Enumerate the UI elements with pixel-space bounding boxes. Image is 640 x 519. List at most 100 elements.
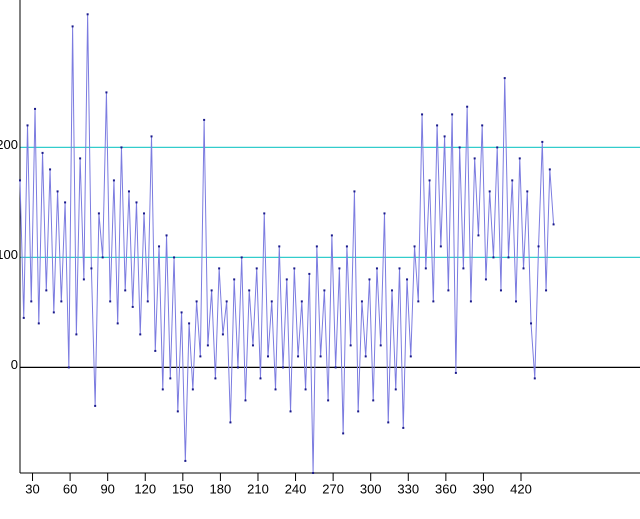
- data-point: [334, 366, 337, 369]
- data-point: [143, 212, 145, 215]
- data-point: [45, 289, 48, 292]
- data-point: [154, 349, 157, 352]
- data-point: [56, 190, 59, 193]
- data-point: [537, 245, 540, 248]
- data-point: [30, 300, 33, 303]
- data-point: [131, 305, 134, 308]
- data-point: [285, 278, 288, 281]
- data-point: [402, 426, 405, 429]
- x-tick-label: 420: [510, 481, 532, 496]
- data-point: [488, 190, 491, 193]
- data-point: [199, 355, 202, 358]
- data-point: [169, 377, 172, 380]
- data-point: [372, 399, 375, 402]
- data-point: [360, 300, 363, 303]
- data-point: [139, 333, 142, 336]
- data-point: [221, 333, 224, 336]
- data-point: [421, 113, 424, 116]
- x-tick-label: 90: [100, 481, 114, 496]
- data-point: [330, 234, 333, 237]
- data-point: [244, 399, 247, 402]
- data-point: [368, 278, 371, 281]
- data-point: [79, 157, 82, 160]
- data-point: [52, 311, 55, 314]
- data-point: [165, 234, 168, 237]
- data-point: [511, 179, 514, 182]
- data-point: [323, 289, 326, 292]
- data-point: [413, 245, 416, 248]
- data-point: [270, 300, 273, 303]
- data-point: [304, 388, 307, 391]
- data-point: [462, 267, 465, 270]
- data-point: [86, 13, 89, 16]
- data-point: [233, 278, 236, 281]
- data-point: [22, 316, 25, 319]
- data-point: [135, 201, 138, 204]
- data-point: [105, 91, 108, 94]
- data-point: [41, 151, 44, 154]
- data-point: [338, 267, 341, 270]
- data-point: [64, 201, 67, 204]
- data-point: [507, 256, 510, 259]
- x-tick-label: 360: [435, 481, 457, 496]
- data-point: [409, 355, 412, 358]
- x-tick-label: 390: [473, 481, 495, 496]
- data-point: [19, 179, 21, 182]
- data-point: [447, 289, 450, 292]
- data-point: [94, 404, 97, 407]
- data-point: [436, 124, 439, 127]
- data-point: [545, 289, 548, 292]
- data-point: [364, 355, 367, 358]
- data-point: [319, 355, 322, 358]
- data-point: [188, 322, 191, 325]
- x-tick-label: 60: [63, 481, 77, 496]
- data-point: [267, 355, 269, 358]
- data-point: [67, 366, 70, 369]
- data-point: [379, 344, 382, 347]
- data-point: [229, 421, 232, 424]
- data-point: [439, 245, 442, 248]
- data-point: [349, 344, 352, 347]
- data-point: [398, 267, 401, 270]
- data-point: [394, 388, 397, 391]
- data-point: [484, 278, 487, 281]
- data-point: [112, 179, 115, 182]
- data-point: [124, 289, 127, 292]
- data-point: [424, 267, 427, 270]
- data-point: [282, 366, 285, 369]
- data-point: [552, 223, 555, 226]
- data-point: [26, 124, 29, 127]
- data-point: [473, 157, 476, 160]
- data-point: [391, 289, 393, 292]
- data-point: [515, 300, 517, 303]
- data-point: [90, 267, 93, 270]
- data-point: [451, 113, 454, 116]
- y-tick-label: 100: [0, 247, 18, 262]
- data-point: [293, 267, 296, 270]
- x-tick-label: 330: [397, 481, 419, 496]
- data-point: [499, 289, 502, 292]
- data-point: [458, 146, 461, 149]
- data-point: [263, 212, 266, 215]
- data-point: [428, 179, 431, 182]
- data-point: [496, 146, 499, 149]
- data-point: [49, 168, 52, 171]
- data-point: [315, 245, 318, 248]
- data-point: [312, 472, 315, 474]
- data-point: [477, 234, 480, 237]
- data-point: [120, 146, 123, 149]
- data-point: [206, 344, 209, 347]
- data-point: [161, 388, 164, 391]
- data-point: [97, 212, 100, 215]
- data-point: [357, 410, 360, 413]
- y-tick-label: 200: [0, 137, 18, 152]
- data-point: [210, 289, 213, 292]
- data-point: [225, 300, 228, 303]
- y-tick-label: 0: [11, 357, 18, 372]
- x-tick-label: 180: [210, 481, 232, 496]
- data-point: [387, 421, 390, 424]
- data-point: [454, 371, 457, 374]
- data-point: [109, 300, 112, 303]
- x-tick-label: 300: [360, 481, 382, 496]
